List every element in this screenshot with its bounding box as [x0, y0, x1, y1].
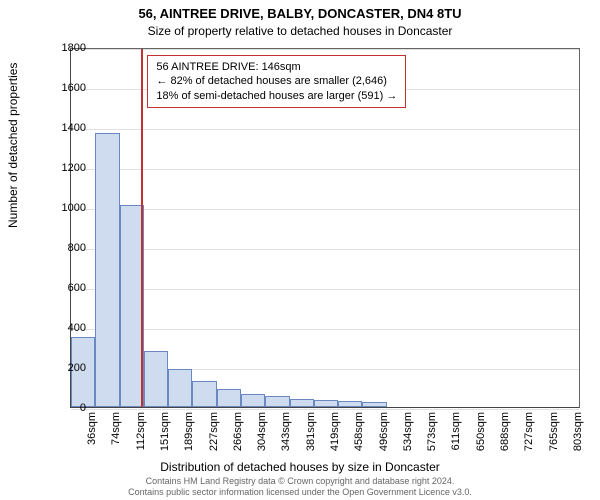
y-tick-label: 800: [46, 242, 86, 254]
plot-inner: 56 AINTREE DRIVE: 146sqm← 82% of detache…: [70, 49, 579, 408]
histogram-bar: [217, 389, 241, 407]
x-tick-label: 343sqm: [280, 412, 292, 451]
histogram-bar: [338, 401, 362, 407]
x-tick-label: 611sqm: [450, 412, 462, 450]
x-tick-label: 496sqm: [378, 412, 390, 451]
callout-line: 18% of semi-detached houses are larger (…: [156, 89, 397, 103]
x-tick-label: 803sqm: [572, 412, 584, 451]
gridline-h: [71, 129, 579, 130]
x-tick-label: 227sqm: [208, 412, 220, 451]
gridline-h: [71, 209, 579, 210]
x-tick-label: 381sqm: [305, 412, 317, 451]
histogram-bar: [168, 369, 192, 407]
y-tick-label: 1600: [46, 82, 86, 94]
x-tick-label: 458sqm: [353, 412, 365, 451]
y-tick-label: 1200: [46, 162, 86, 174]
y-tick-label: 0: [46, 402, 86, 414]
y-tick-label: 600: [46, 282, 86, 294]
y-tick-label: 1400: [46, 122, 86, 134]
callout-line: ← 82% of detached houses are smaller (2,…: [156, 74, 397, 88]
footer-attribution: Contains HM Land Registry data © Crown c…: [0, 476, 600, 498]
x-tick-label: 74sqm: [110, 412, 122, 445]
histogram-bar: [290, 399, 314, 407]
x-tick-label: 189sqm: [183, 412, 195, 451]
gridline-h: [71, 169, 579, 170]
y-axis-label: Number of detached properties: [6, 63, 20, 228]
histogram-bar: [314, 400, 338, 407]
gridline-h: [71, 49, 579, 50]
footer-line2: Contains public sector information licen…: [0, 487, 600, 498]
footer-line1: Contains HM Land Registry data © Crown c…: [0, 476, 600, 487]
x-tick-label: 765sqm: [548, 412, 560, 451]
reference-line: [141, 49, 143, 407]
histogram-bar: [144, 351, 168, 407]
x-tick-label: 304sqm: [256, 412, 268, 451]
x-tick-label: 727sqm: [523, 412, 535, 451]
histogram-bar: [265, 396, 289, 407]
x-tick-label: 36sqm: [86, 412, 98, 445]
histogram-bar: [192, 381, 216, 407]
chart-subtitle: Size of property relative to detached ho…: [0, 24, 600, 38]
gridline-h: [71, 249, 579, 250]
gridline-h: [71, 409, 579, 410]
x-tick-label: 688sqm: [499, 412, 511, 451]
callout-line: 56 AINTREE DRIVE: 146sqm: [156, 60, 397, 74]
y-tick-label: 1000: [46, 202, 86, 214]
x-tick-label: 112sqm: [135, 412, 147, 450]
x-tick-label: 573sqm: [426, 412, 438, 451]
gridline-h: [71, 329, 579, 330]
chart-title: 56, AINTREE DRIVE, BALBY, DONCASTER, DN4…: [0, 6, 600, 21]
histogram-bar: [95, 133, 119, 407]
x-tick-label: 419sqm: [329, 412, 341, 451]
x-tick-label: 534sqm: [402, 412, 414, 451]
x-axis-label: Distribution of detached houses by size …: [0, 460, 600, 474]
histogram-bar: [362, 402, 386, 407]
y-tick-label: 1800: [46, 42, 86, 54]
x-tick-label: 650sqm: [475, 412, 487, 451]
histogram-chart: 56, AINTREE DRIVE, BALBY, DONCASTER, DN4…: [0, 0, 600, 500]
histogram-bar: [120, 205, 144, 407]
y-tick-label: 400: [46, 322, 86, 334]
gridline-h: [71, 289, 579, 290]
y-tick-label: 200: [46, 362, 86, 374]
x-tick-label: 266sqm: [232, 412, 244, 451]
plot-area: 56 AINTREE DRIVE: 146sqm← 82% of detache…: [70, 48, 580, 408]
histogram-bar: [241, 394, 265, 407]
x-tick-label: 151sqm: [159, 412, 171, 451]
reference-callout: 56 AINTREE DRIVE: 146sqm← 82% of detache…: [147, 55, 406, 108]
